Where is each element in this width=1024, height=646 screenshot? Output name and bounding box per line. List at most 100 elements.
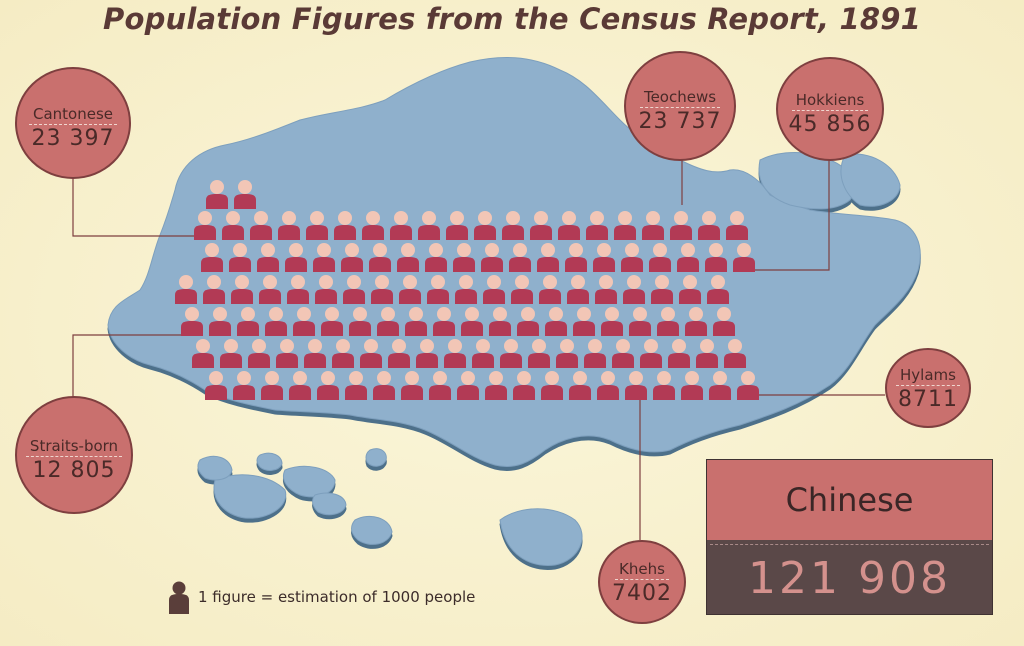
person-figure xyxy=(517,307,539,336)
person-figure xyxy=(653,371,675,400)
person-figure xyxy=(341,243,363,272)
person-figure xyxy=(278,211,300,240)
person-figure xyxy=(399,275,421,304)
person-figure xyxy=(250,211,272,240)
person-figure xyxy=(321,307,343,336)
person-figure xyxy=(713,307,735,336)
person-figure xyxy=(289,371,311,400)
person-figure xyxy=(234,180,256,209)
person-figure xyxy=(209,307,231,336)
person-figure xyxy=(259,275,281,304)
person-figure xyxy=(489,307,511,336)
bubble-cantonese-value: 23 397 xyxy=(31,126,115,151)
person-figure xyxy=(405,307,427,336)
person-figure xyxy=(593,243,615,272)
person-figure xyxy=(569,371,591,400)
person-figure xyxy=(349,307,371,336)
person-figure xyxy=(315,275,337,304)
person-figure xyxy=(276,339,298,368)
population-figures xyxy=(175,180,759,400)
person-figure xyxy=(377,307,399,336)
bubble-hylams-value: 8711 xyxy=(898,387,958,412)
person-figure xyxy=(537,243,559,272)
person-figure xyxy=(401,371,423,400)
south-island-6 xyxy=(312,492,347,516)
person-figure xyxy=(509,243,531,272)
person-figure xyxy=(709,371,731,400)
person-figure xyxy=(231,275,253,304)
person-figure xyxy=(601,307,623,336)
person-figure xyxy=(485,371,507,400)
person-figure xyxy=(545,307,567,336)
person-figure xyxy=(724,339,746,368)
person-figure xyxy=(427,275,449,304)
bubble-straits-born-value: 12 805 xyxy=(32,458,116,483)
person-figure xyxy=(222,211,244,240)
person-figure xyxy=(621,243,643,272)
person-figure xyxy=(502,211,524,240)
legend: 1 figure = estimation of 1000 people xyxy=(164,580,475,614)
person-figure xyxy=(528,339,550,368)
bubble-teochews: Teochews 23 737 xyxy=(624,51,736,161)
bubble-teochews-value: 23 737 xyxy=(638,109,722,134)
person-figure xyxy=(651,275,673,304)
total-label-area: Chinese xyxy=(707,460,992,540)
person-figure xyxy=(306,211,328,240)
person-figure xyxy=(565,243,587,272)
person-figure xyxy=(175,275,197,304)
total-label: Chinese xyxy=(785,481,914,519)
person-figure xyxy=(705,243,727,272)
person-figure xyxy=(455,275,477,304)
south-island-8 xyxy=(365,448,387,467)
person-figure xyxy=(194,211,216,240)
person-figure xyxy=(513,371,535,400)
person-figure xyxy=(642,211,664,240)
person-figure xyxy=(679,275,701,304)
person-figure xyxy=(584,339,606,368)
person-figure xyxy=(595,275,617,304)
cantonese-connector xyxy=(72,170,205,237)
person-figure xyxy=(483,275,505,304)
person-figure xyxy=(220,339,242,368)
person-figure xyxy=(511,275,533,304)
person-figure xyxy=(334,211,356,240)
person-figure xyxy=(304,339,326,368)
person-figure xyxy=(461,307,483,336)
legend-text: 1 figure = estimation of 1000 people xyxy=(198,588,476,606)
page-title: Population Figures from the Census Repor… xyxy=(103,2,921,36)
person-figure xyxy=(556,339,578,368)
person-figure xyxy=(201,243,223,272)
person-figure xyxy=(670,211,692,240)
south-island-1 xyxy=(499,508,583,566)
bubble-teochews-name: Teochews xyxy=(639,88,721,108)
person-figure xyxy=(677,243,699,272)
bubble-khehs: Khehs 7402 xyxy=(598,540,686,624)
person-figure xyxy=(418,211,440,240)
bubble-cantonese: Cantonese 23 397 xyxy=(15,67,131,179)
person-figure xyxy=(362,211,384,240)
person-figure xyxy=(737,371,759,400)
bubble-hokkiens: Hokkiens 45 856 xyxy=(776,57,884,161)
person-figure xyxy=(707,275,729,304)
person-figure xyxy=(640,339,662,368)
person-figure xyxy=(257,243,279,272)
person-figure xyxy=(472,339,494,368)
person-figure xyxy=(203,275,225,304)
person-figure xyxy=(233,371,255,400)
person-figure xyxy=(444,339,466,368)
south-island-5 xyxy=(351,516,393,545)
person-figure xyxy=(558,211,580,240)
person-figure xyxy=(586,211,608,240)
person-figure xyxy=(261,371,283,400)
person-figure xyxy=(530,211,552,240)
person-figure xyxy=(698,211,720,240)
person-figure xyxy=(457,371,479,400)
person-figure xyxy=(681,371,703,400)
person-figure xyxy=(181,307,203,336)
person-figure xyxy=(397,243,419,272)
person-icon xyxy=(169,581,189,614)
person-figure xyxy=(390,211,412,240)
person-figure xyxy=(446,211,468,240)
bubble-hylams-name: Hylams xyxy=(896,366,960,386)
